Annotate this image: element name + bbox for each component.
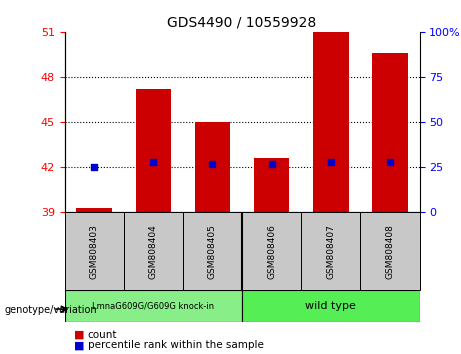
Bar <box>242 212 301 290</box>
Point <box>90 165 98 170</box>
Text: ■: ■ <box>74 330 84 339</box>
Bar <box>372 53 408 212</box>
Bar <box>136 89 171 212</box>
Point <box>209 161 216 166</box>
Point <box>386 159 394 165</box>
Text: wild type: wild type <box>305 301 356 311</box>
Text: GSM808406: GSM808406 <box>267 224 276 279</box>
Title: GDS4490 / 10559928: GDS4490 / 10559928 <box>167 15 317 29</box>
Point <box>268 161 275 166</box>
Text: count: count <box>88 330 117 339</box>
Bar <box>254 158 290 212</box>
Bar <box>195 122 230 212</box>
Point <box>149 159 157 165</box>
Text: genotype/variation: genotype/variation <box>5 305 97 315</box>
Bar <box>361 212 420 290</box>
Text: LmnaG609G/G609G knock-in: LmnaG609G/G609G knock-in <box>92 302 214 311</box>
Bar <box>65 212 124 290</box>
Bar <box>313 32 349 212</box>
Bar <box>242 290 420 322</box>
Bar <box>77 208 112 212</box>
Text: GSM808403: GSM808403 <box>89 224 99 279</box>
Bar <box>124 212 183 290</box>
Bar <box>65 290 242 322</box>
Text: percentile rank within the sample: percentile rank within the sample <box>88 340 264 350</box>
Text: GSM808407: GSM808407 <box>326 224 335 279</box>
Text: ■: ■ <box>74 340 84 350</box>
Bar <box>183 212 242 290</box>
Text: GSM808405: GSM808405 <box>208 224 217 279</box>
Text: GSM808404: GSM808404 <box>149 224 158 279</box>
Bar <box>301 212 361 290</box>
Point <box>327 159 334 165</box>
Text: GSM808408: GSM808408 <box>385 224 395 279</box>
